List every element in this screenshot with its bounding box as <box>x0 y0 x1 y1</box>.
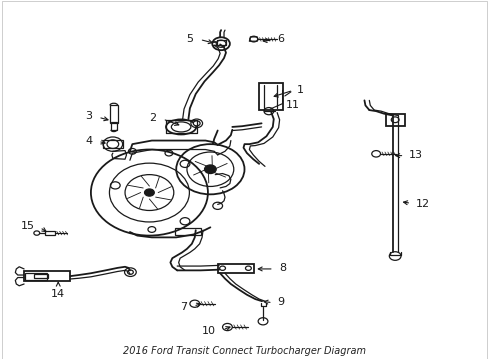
Bar <box>34 274 47 278</box>
Text: 6: 6 <box>277 35 284 44</box>
Text: 2016 Ford Transit Connect Turbocharger Diagram: 2016 Ford Transit Connect Turbocharger D… <box>123 346 365 356</box>
Text: 1: 1 <box>297 85 304 95</box>
Text: 11: 11 <box>285 100 299 110</box>
Text: 15: 15 <box>21 221 35 231</box>
Text: 12: 12 <box>415 199 429 209</box>
Bar <box>111 122 117 130</box>
Text: 5: 5 <box>186 34 193 44</box>
Text: 14: 14 <box>51 289 65 300</box>
Bar <box>25 273 47 280</box>
Text: 3: 3 <box>85 111 92 121</box>
Circle shape <box>127 270 133 274</box>
Bar <box>44 231 55 235</box>
Bar <box>217 264 254 273</box>
Text: 13: 13 <box>408 150 423 160</box>
Text: 2: 2 <box>148 113 156 123</box>
Text: 10: 10 <box>202 326 216 336</box>
Bar <box>103 140 122 148</box>
Circle shape <box>144 189 154 196</box>
Circle shape <box>204 165 216 174</box>
Text: 8: 8 <box>279 263 286 273</box>
Bar <box>385 114 405 126</box>
Bar <box>24 271 70 281</box>
Bar <box>259 83 282 110</box>
Bar <box>175 228 200 234</box>
Text: 4: 4 <box>85 136 92 145</box>
Text: 9: 9 <box>277 297 284 307</box>
Text: 7: 7 <box>180 302 186 312</box>
Bar <box>110 105 118 123</box>
Circle shape <box>193 121 200 126</box>
